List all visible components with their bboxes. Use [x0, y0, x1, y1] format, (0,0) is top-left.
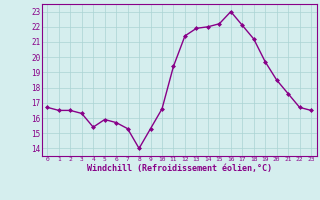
- X-axis label: Windchill (Refroidissement éolien,°C): Windchill (Refroidissement éolien,°C): [87, 164, 272, 173]
